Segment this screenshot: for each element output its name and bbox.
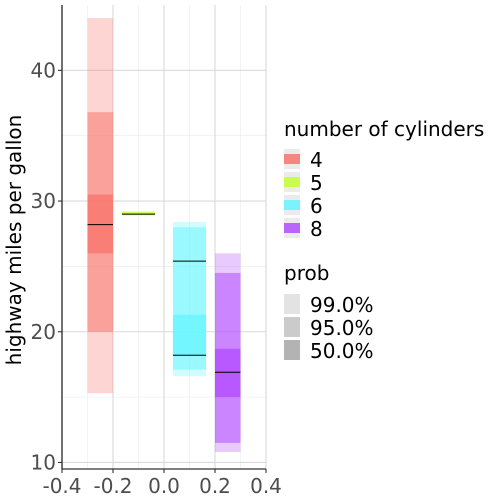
legend-key-swatch (284, 200, 300, 210)
y-tick-label: 40 (31, 58, 56, 82)
legend-label-cylinders: 5 (310, 171, 323, 195)
legend-title-cylinders: number of cylinders (284, 117, 484, 141)
legend-label-prob: 50.0% (310, 339, 374, 363)
legend-label-prob: 95.0% (310, 316, 374, 340)
series-8 (215, 253, 241, 453)
series-4 (87, 18, 113, 394)
x-tick-label: 0.4 (250, 474, 282, 498)
legend-key-swatch (284, 154, 300, 164)
legend-title-prob: prob (284, 261, 329, 285)
legend-key-prob (284, 340, 300, 360)
legend-key-swatch (284, 177, 300, 187)
legend-label-cylinders: 8 (310, 217, 323, 241)
legend-label-prob: 99.0% (310, 293, 374, 317)
series-5 (121, 211, 156, 216)
y-tick-label: 20 (31, 320, 56, 344)
legend-prob: prob 99.0%95.0%50.0% (284, 261, 374, 363)
interval-bar-50.0% (172, 314, 207, 356)
bars (87, 18, 241, 453)
x-tick-label: -0.4 (42, 474, 81, 498)
x-tick-label: 0.0 (148, 474, 180, 498)
x-tick-label: -0.2 (93, 474, 132, 498)
x-tick-label: 0.2 (199, 474, 231, 498)
interval-bar-50.0% (215, 348, 241, 398)
legend-label-cylinders: 6 (310, 194, 323, 218)
legend-label-cylinders: 4 (310, 148, 323, 172)
legend-key-swatch (284, 223, 300, 233)
y-tick-label: 30 (31, 189, 56, 213)
y-axis-title: highway miles per gallon (2, 115, 26, 366)
legend-key-prob (284, 294, 300, 314)
interval-bar-50.0% (87, 194, 113, 254)
axes: 10 20 30 40 -0.4 -0.2 0.0 0.2 0.4 (31, 5, 282, 498)
legend-key-prob (284, 317, 300, 337)
series-6 (172, 221, 207, 377)
y-tick-label: 10 (31, 450, 56, 474)
